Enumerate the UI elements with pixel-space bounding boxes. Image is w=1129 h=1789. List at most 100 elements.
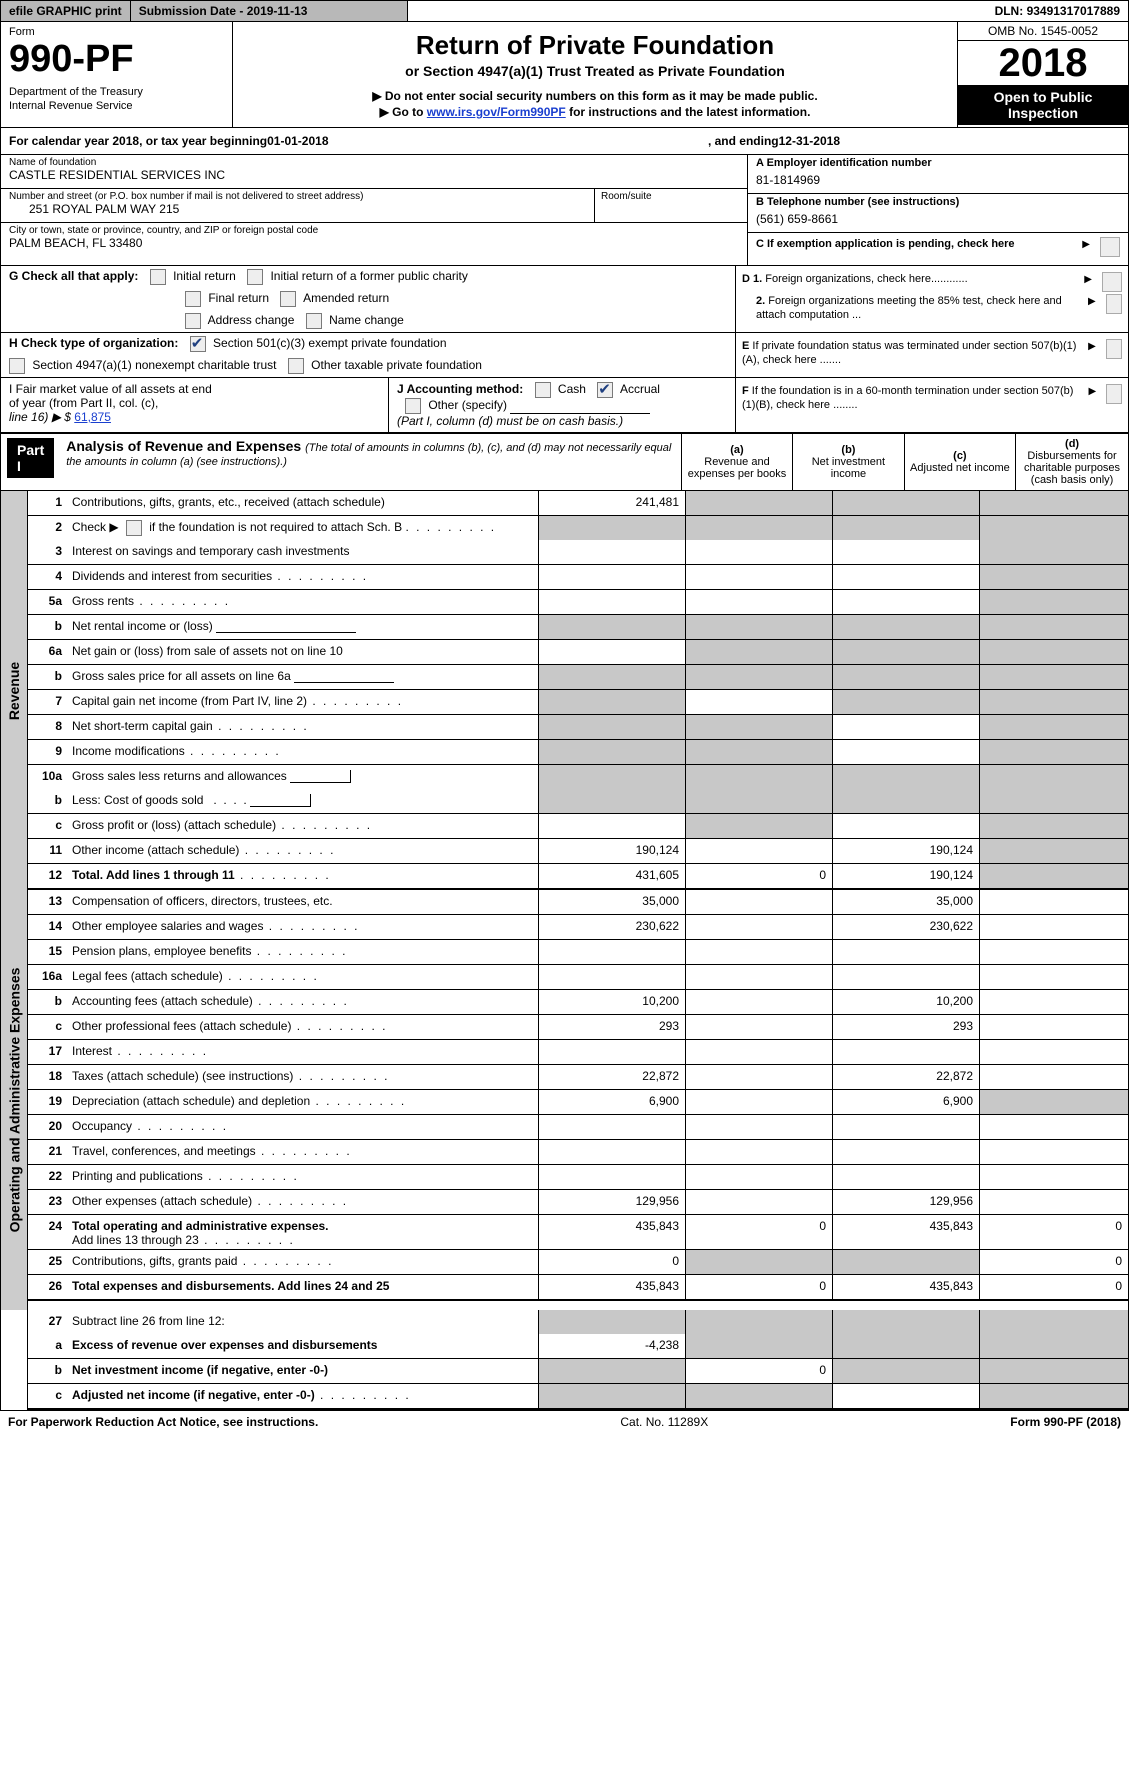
row-27b-text: Net investment income (if negative, ente… bbox=[72, 1363, 328, 1377]
row-6a: 6a Net gain or (loss) from sale of asset… bbox=[28, 640, 1128, 665]
row-14: 14 Other employee salaries and wages 230… bbox=[28, 915, 1128, 940]
j-cash-checkbox[interactable] bbox=[535, 382, 551, 398]
g-final-checkbox[interactable] bbox=[185, 291, 201, 307]
row-16b-b bbox=[685, 990, 832, 1014]
arrow-icon bbox=[1088, 294, 1100, 308]
form-990pf-page: efile GRAPHIC print Submission Date - 20… bbox=[0, 0, 1129, 1411]
row-27a-d bbox=[979, 1334, 1128, 1358]
row-4-num: 4 bbox=[28, 565, 68, 589]
j-accrual-checkbox[interactable] bbox=[597, 382, 613, 398]
g-initial-pub-label: Initial return of a former public charit… bbox=[270, 269, 467, 283]
part1-label: Part I bbox=[7, 438, 54, 478]
tel-label: B Telephone number (see instructions) bbox=[756, 196, 1120, 208]
dln-label: DLN: bbox=[995, 4, 1027, 18]
row-21-d bbox=[979, 1140, 1128, 1164]
row-3-desc: Interest on savings and temporary cash i… bbox=[68, 540, 538, 564]
dots bbox=[256, 1144, 352, 1158]
row-9-a bbox=[538, 740, 685, 764]
row-2-text: if the foundation is not required to att… bbox=[149, 520, 402, 534]
row-8-d bbox=[979, 715, 1128, 739]
f-checkbox[interactable] bbox=[1106, 384, 1122, 404]
dln-value: 93491317017889 bbox=[1027, 4, 1120, 18]
dots bbox=[132, 1119, 228, 1133]
dots bbox=[315, 1388, 411, 1402]
header-title-block: Return of Private Foundation or Section … bbox=[233, 22, 957, 127]
section-F: F If the foundation is in a 60-month ter… bbox=[735, 378, 1128, 432]
row-19-text: Depreciation (attach schedule) and deple… bbox=[72, 1094, 310, 1108]
row-11-a: 190,124 bbox=[538, 839, 685, 863]
row-27c-d bbox=[979, 1384, 1128, 1408]
row-25-b bbox=[685, 1250, 832, 1274]
row-10c-desc: Gross profit or (loss) (attach schedule) bbox=[68, 814, 538, 838]
j-other-checkbox[interactable] bbox=[405, 398, 421, 414]
tax-year: 2018 bbox=[958, 41, 1128, 85]
row-23-a: 129,956 bbox=[538, 1190, 685, 1214]
row-1: 1 Contributions, gifts, grants, etc., re… bbox=[28, 491, 1128, 516]
row-23-text: Other expenses (attach schedule) bbox=[72, 1194, 252, 1208]
g-line2: Final return Amended return bbox=[1, 288, 735, 310]
row-17-b bbox=[685, 1040, 832, 1064]
row-16c-b bbox=[685, 1015, 832, 1039]
g-amended-checkbox[interactable] bbox=[280, 291, 296, 307]
row-23-num: 23 bbox=[28, 1190, 68, 1214]
h-other-checkbox[interactable] bbox=[288, 358, 304, 374]
row-3-a bbox=[538, 540, 685, 564]
row-4-b bbox=[685, 565, 832, 589]
room-suite: Room/suite bbox=[594, 189, 747, 222]
row-2-checkbox[interactable] bbox=[126, 520, 142, 536]
row-27c: c Adjusted net income (if negative, ente… bbox=[28, 1384, 1128, 1410]
expenses-side-label: Operating and Administrative Expenses bbox=[6, 968, 22, 1233]
row-27c-num: c bbox=[28, 1384, 68, 1408]
row-19-num: 19 bbox=[28, 1090, 68, 1114]
row-23-desc: Other expenses (attach schedule) bbox=[68, 1190, 538, 1214]
row-23-d bbox=[979, 1190, 1128, 1214]
row-11-c: 190,124 bbox=[832, 839, 979, 863]
row-13-num: 13 bbox=[28, 890, 68, 914]
footer-right: Form 990-PF (2018) bbox=[1010, 1415, 1121, 1429]
row-4-a bbox=[538, 565, 685, 589]
d2-checkbox[interactable] bbox=[1106, 294, 1122, 314]
row-10b: b Less: Cost of goods sold . . . . bbox=[28, 789, 1128, 814]
row-27a-c bbox=[832, 1334, 979, 1358]
row-3-num: 3 bbox=[28, 540, 68, 564]
row-26-b: 0 bbox=[685, 1275, 832, 1299]
row-27b: b Net investment income (if negative, en… bbox=[28, 1359, 1128, 1384]
dots bbox=[253, 994, 349, 1008]
expenses-body: 13 Compensation of officers, directors, … bbox=[28, 890, 1128, 1310]
row-6b-num: b bbox=[28, 665, 68, 689]
submission-date: Submission Date - 2019-11-13 bbox=[131, 1, 408, 21]
row-12: 12 Total. Add lines 1 through 11 431,605… bbox=[28, 864, 1128, 890]
g-initial-pub-checkbox[interactable] bbox=[247, 269, 263, 285]
row-14-c: 230,622 bbox=[832, 915, 979, 939]
irs-link[interactable]: www.irs.gov/Form990PF bbox=[427, 105, 566, 119]
c-checkbox[interactable] bbox=[1100, 237, 1120, 257]
form-header: Form 990-PF Department of the Treasury I… bbox=[1, 22, 1128, 128]
submission-date-value: 2019-11-13 bbox=[247, 4, 308, 18]
row-27-d bbox=[979, 1310, 1128, 1334]
h-501c3-checkbox[interactable] bbox=[190, 336, 206, 352]
g-initial-checkbox[interactable] bbox=[150, 269, 166, 285]
h-4947-checkbox[interactable] bbox=[9, 358, 25, 374]
row-20-text: Occupancy bbox=[72, 1119, 132, 1133]
city-value: PALM BEACH, FL 33480 bbox=[9, 236, 739, 250]
d2-row: 2. Foreign organizations meeting the 85%… bbox=[742, 294, 1122, 323]
row-5a-a bbox=[538, 590, 685, 614]
col-d-text: Disbursements for charitable purposes (c… bbox=[1020, 450, 1124, 486]
d1-checkbox[interactable] bbox=[1102, 272, 1122, 292]
g-name-checkbox[interactable] bbox=[306, 313, 322, 329]
row-1-num: 1 bbox=[28, 491, 68, 515]
header-right-block: OMB No. 1545-0052 2018 Open to Public In… bbox=[957, 22, 1128, 127]
row-11-desc: Other income (attach schedule) bbox=[68, 839, 538, 863]
i-line3-pre: line 16) ▶ $ bbox=[9, 410, 74, 424]
g-addr-checkbox[interactable] bbox=[185, 313, 201, 329]
row-25-desc: Contributions, gifts, grants paid bbox=[68, 1250, 538, 1274]
row-12-num: 12 bbox=[28, 864, 68, 888]
row-1-d bbox=[979, 491, 1128, 515]
row-21-a bbox=[538, 1140, 685, 1164]
row-27-a bbox=[538, 1310, 685, 1334]
row-26-text: Total expenses and disbursements. Add li… bbox=[72, 1279, 389, 1293]
section-H: H Check type of organization: Section 50… bbox=[1, 333, 736, 377]
e-checkbox[interactable] bbox=[1106, 339, 1122, 359]
row-6a-num: 6a bbox=[28, 640, 68, 664]
i-fmv-value[interactable]: 61,875 bbox=[74, 410, 111, 424]
